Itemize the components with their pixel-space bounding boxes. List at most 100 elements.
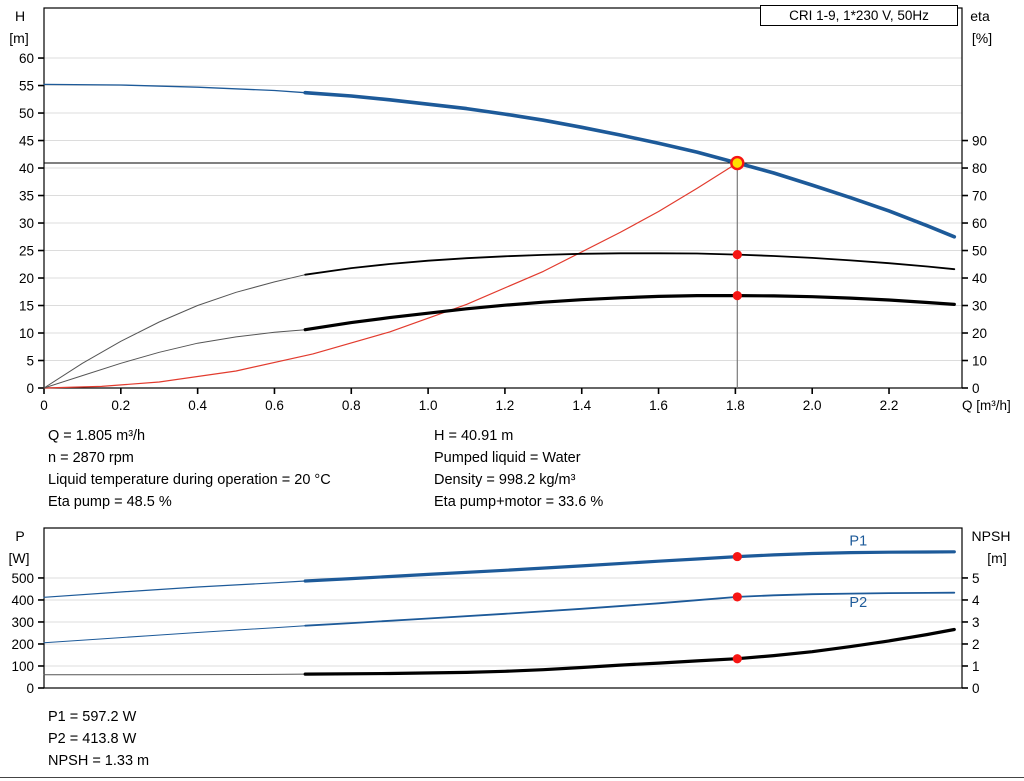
p2-curve-lead: [43, 625, 306, 644]
right-tick-label: 80: [972, 161, 987, 176]
power-npsh-chart: 0 100 200 300 400 500 0 1 2 3 4 5 P1 P2 P [W] NPSH [m]: [9, 527, 1011, 696]
x-axis-title: Q [m³/h]: [962, 398, 1011, 413]
info-density: Density = 998.2 kg/m³: [434, 472, 576, 488]
right-tick-label: 10: [972, 354, 987, 369]
x-tick-label: 1.2: [496, 398, 515, 413]
right-tick-label: 30: [972, 299, 987, 314]
p1-curve-lead: [43, 580, 306, 598]
info-liquid-temp: Liquid temperature during operation = 20…: [48, 472, 331, 488]
info-eta-pump: Eta pump = 48.5 %: [48, 494, 172, 510]
right-tick-label: 50: [972, 244, 987, 259]
left-axis-title: [W]: [9, 550, 30, 566]
npsh-curve: [303, 627, 956, 676]
x-tick-label: 0.8: [342, 398, 361, 413]
right-tick-label: 4: [972, 593, 980, 608]
left-axis-title: [m]: [9, 30, 28, 46]
info-speed: n = 2870 rpm: [48, 450, 134, 466]
info-eta-pump-motor: Eta pump+motor = 33.6 %: [434, 494, 604, 510]
left-axis-title: P: [15, 528, 24, 544]
x-tick-label: 0.4: [188, 398, 207, 413]
right-tick-label: 2: [972, 637, 980, 652]
info-p2: P2 = 413.8 W: [48, 731, 137, 747]
left-tick-label: 60: [19, 51, 34, 66]
chart-frame: [43, 527, 963, 689]
left-tick-label: 15: [19, 299, 34, 314]
left-tick-label: 0: [26, 381, 34, 396]
chart-frame: [43, 7, 963, 389]
right-axis-title: eta: [970, 8, 990, 24]
eta-pump-motor-curve-lead: [43, 329, 306, 389]
left-tick-label: 35: [19, 189, 34, 204]
x-tick-label: 1.6: [649, 398, 668, 413]
pump-name: CRI 1-9, 1*230 V, 50Hz: [789, 8, 929, 23]
right-axis-title: [%]: [972, 30, 992, 46]
left-tick-label: 5: [26, 354, 34, 369]
left-tick-label: 45: [19, 134, 34, 149]
right-tick-label: 20: [972, 326, 987, 341]
info-npsh: NPSH = 1.33 m: [48, 753, 150, 769]
info-head: H = 40.91 m: [434, 428, 514, 444]
left-tick-label: 55: [19, 79, 34, 94]
p2-curve: [304, 591, 956, 627]
x-tick-label: 1.4: [572, 398, 591, 413]
left-axis-title: H: [15, 8, 25, 24]
eta-pump-motor-point: [732, 291, 742, 301]
eta-pump-curve-lead: [43, 274, 306, 389]
right-axis-title: [m]: [987, 550, 1006, 566]
x-tick-label: 2.0: [803, 398, 822, 413]
right-tick-label: 1: [972, 659, 980, 674]
x-tick-label: 1.8: [726, 398, 745, 413]
npsh-point: [732, 654, 742, 664]
right-tick-label: 60: [972, 216, 987, 231]
p1-point: [732, 551, 742, 562]
right-axis-title: NPSH: [972, 528, 1011, 544]
left-tick-label: 25: [19, 244, 34, 259]
left-tick-label: 300: [11, 615, 34, 630]
duty-point-marker: [730, 155, 745, 171]
left-tick-label: 20: [19, 271, 34, 286]
eta-pump-curve: [304, 252, 956, 276]
left-tick-label: 0: [26, 681, 34, 696]
h-curve: [303, 90, 957, 239]
right-tick-label: 70: [972, 189, 987, 204]
right-tick-label: 3: [972, 615, 980, 630]
left-tick-label: 400: [11, 593, 34, 608]
right-tick-label: 40: [972, 271, 987, 286]
eta-pump-point: [732, 250, 742, 260]
right-tick-label: 90: [972, 134, 987, 149]
hq-eta-chart: 0 0.2 0.4 0.6 0.8 1.0 1.2 1.4 1.6 1.8 2.0 2.2 0 5 10 15…: [9, 7, 1011, 413]
left-tick-label: 40: [19, 161, 34, 176]
p2-point: [732, 592, 742, 602]
p2-curve-label: P2: [849, 595, 867, 611]
right-tick-label: 0: [972, 681, 980, 696]
x-tick-label: 1.0: [419, 398, 438, 413]
right-tick-label: 5: [972, 571, 980, 586]
info-pumped-liquid: Pumped liquid = Water: [434, 450, 581, 466]
info-flow: Q = 1.805 m³/h: [48, 428, 146, 444]
eta-pump-motor-curve: [303, 294, 956, 332]
page-divider: [0, 777, 1024, 778]
p1-curve: [303, 550, 956, 583]
right-tick-label: 0: [972, 381, 980, 396]
left-tick-label: 200: [11, 637, 34, 652]
info-p1: P1 = 597.2 W: [48, 709, 137, 725]
power-info: P1 = 597.2 W P2 = 413.8 W NPSH = 1.33 m: [48, 706, 149, 772]
system-curve: [43, 162, 738, 389]
left-tick-label: 10: [19, 326, 34, 341]
left-tick-label: 50: [19, 106, 34, 121]
left-tick-label: 30: [19, 216, 34, 231]
x-tick-label: 0.2: [111, 398, 130, 413]
h-curve-lead: [43, 83, 306, 94]
duty-info-left: Q = 1.805 m³/h n = 2870 rpm Liquid tempe…: [48, 425, 331, 513]
duty-info-right: H = 40.91 m Pumped liquid = Water Densit…: [434, 425, 603, 513]
left-tick-label: 100: [11, 659, 34, 674]
left-tick-label: 500: [11, 571, 34, 586]
x-tick-label: 2.2: [880, 398, 899, 413]
p1-curve-label: P1: [849, 533, 867, 549]
x-tick-label: 0: [40, 398, 48, 413]
npsh-curve-lead: [43, 673, 306, 676]
pump-name-box: CRI 1-9, 1*230 V, 50Hz: [760, 5, 958, 26]
x-tick-label: 0.6: [265, 398, 284, 413]
